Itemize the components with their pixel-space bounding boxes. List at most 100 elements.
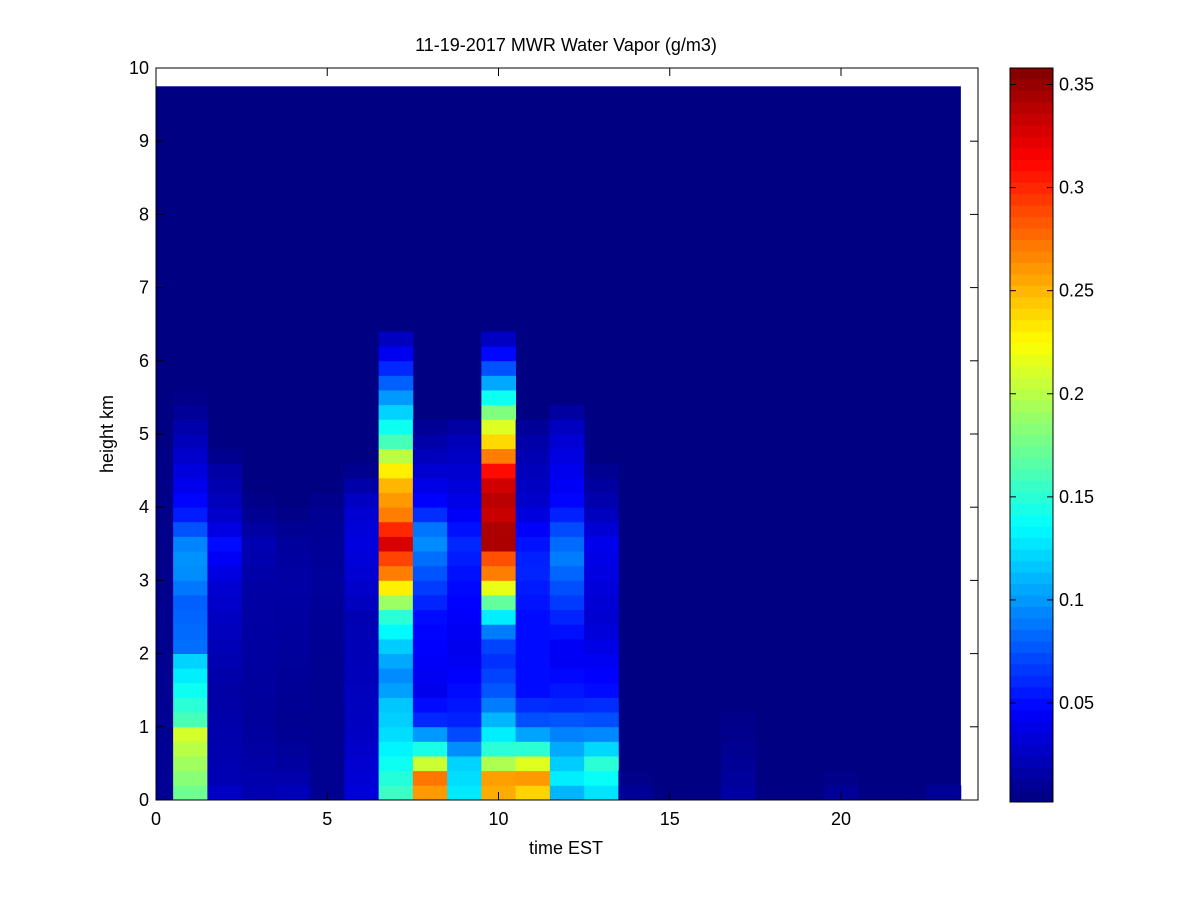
heatmap-cell — [481, 375, 517, 391]
x-axis-ticks: 0 5 10 15 20 — [151, 68, 851, 829]
colorbar-segment — [1010, 561, 1053, 574]
y-axis-label: height km — [97, 395, 117, 473]
heatmap-cell — [447, 521, 482, 537]
heatmap-cell — [207, 682, 243, 698]
heatmap-cell — [173, 419, 208, 435]
colorbar-segment — [1010, 641, 1053, 654]
heatmap-cell — [584, 770, 619, 786]
heatmap-cell — [173, 551, 208, 567]
heatmap-cell — [378, 404, 414, 420]
heatmap-cell — [447, 434, 482, 450]
heatmap-cell — [207, 609, 243, 625]
heatmap-cell — [173, 741, 208, 757]
heatmap-cell — [275, 697, 311, 713]
heatmap-cell — [275, 756, 311, 772]
colorbar-segment — [1010, 607, 1053, 619]
colorbar-segment — [1010, 710, 1053, 723]
heatmap-cell — [275, 521, 311, 537]
chart-title: 11-19-2017 MWR Water Vapor (g/m3) — [415, 35, 717, 55]
heatmap-cell — [310, 697, 345, 713]
colorbar-segment — [1010, 251, 1053, 264]
colorbar-segment — [1010, 492, 1053, 505]
heatmap-cell — [173, 785, 208, 801]
heatmap-cell — [447, 448, 482, 464]
colorbar-segment — [1010, 412, 1053, 425]
heatmap-cell — [378, 346, 414, 362]
colorbar-segment — [1010, 136, 1053, 149]
colorbar: 0.05 0.1 0.15 0.2 0.25 0.3 0.35 — [1009, 67, 1094, 803]
colorbar-segment — [1010, 125, 1053, 138]
heatmap-cell — [378, 770, 414, 786]
heatmap-cell — [412, 580, 448, 596]
heatmap-cell — [481, 360, 517, 376]
heatmap-cell — [241, 726, 277, 742]
heatmap-cell — [207, 638, 243, 654]
heatmap-cell — [515, 477, 551, 493]
heatmap-cell — [378, 653, 414, 669]
colorbar-segment — [1010, 171, 1053, 184]
heatmap-cell — [378, 507, 414, 523]
heatmap-cell — [344, 697, 380, 713]
heatmap-cell — [515, 770, 551, 786]
heatmap-cell — [584, 697, 619, 713]
heatmap-cell — [584, 521, 619, 537]
heatmap-cell — [447, 638, 482, 654]
heatmap-cell — [515, 726, 551, 742]
heatmap-cell — [241, 595, 277, 611]
heatmap-cell — [241, 507, 277, 523]
heatmap-cell — [241, 653, 277, 669]
heatmap-cell — [447, 756, 482, 772]
heatmap-cell — [515, 785, 551, 801]
heatmap-cell — [173, 638, 208, 654]
heatmap-cell — [447, 477, 482, 493]
heatmap-cell — [447, 536, 482, 552]
heatmap-cell — [412, 492, 448, 508]
heatmap-cell — [173, 521, 208, 537]
colorbar-segment — [1010, 113, 1053, 126]
heatmap-cell — [378, 360, 414, 376]
heatmap-cell — [207, 756, 243, 772]
heatmap-cell — [378, 580, 414, 596]
colorbar-segment — [1010, 572, 1053, 585]
heatmap-cell — [584, 477, 619, 493]
colorbar-tick-label: 0.3 — [1059, 178, 1084, 198]
heatmap-cell — [515, 448, 551, 464]
heatmap-cell — [515, 595, 551, 611]
heatmap-cell — [412, 477, 448, 493]
heatmap-cell — [378, 565, 414, 581]
heatmap-cell — [447, 741, 482, 757]
colorbar-segment — [1010, 733, 1053, 746]
heatmap-cell — [584, 551, 619, 567]
heatmap-cell — [275, 653, 311, 669]
heatmap-cell — [344, 477, 380, 493]
y-axis-ticks: 0 1 2 3 4 5 6 7 8 9 10 — [129, 58, 978, 810]
heatmap-cell — [412, 697, 448, 713]
heatmap-cell — [173, 595, 208, 611]
heatmap-cell — [549, 682, 585, 698]
heatmap-cell — [344, 536, 380, 552]
heatmap-cell — [584, 624, 619, 640]
colorbar-frame — [1009, 67, 1054, 803]
heatmap-cell — [310, 551, 345, 567]
heatmap-cell — [584, 712, 619, 728]
colorbar-segment — [1010, 320, 1053, 333]
heatmap-cell — [481, 492, 517, 508]
heatmap-cell — [481, 770, 517, 786]
heatmap-cell — [378, 448, 414, 464]
heatmap-cell — [412, 609, 448, 625]
colorbar-tick-label: 0.2 — [1059, 384, 1084, 404]
heatmap-cell — [310, 756, 345, 772]
heatmap-cell — [241, 741, 277, 757]
heatmap-cell — [378, 624, 414, 640]
heatmap-cell — [549, 551, 585, 567]
heatmap-cell — [241, 551, 277, 567]
heatmap-cell — [584, 682, 619, 698]
heatmap-cell — [412, 726, 448, 742]
heatmap-cell — [310, 595, 345, 611]
heatmap-cell — [549, 463, 585, 479]
heatmap-cell — [344, 668, 380, 684]
heatmap-cell — [378, 375, 414, 391]
heatmap-cell — [515, 551, 551, 567]
colorbar-segment — [1010, 721, 1053, 734]
heatmap-cell — [481, 668, 517, 684]
